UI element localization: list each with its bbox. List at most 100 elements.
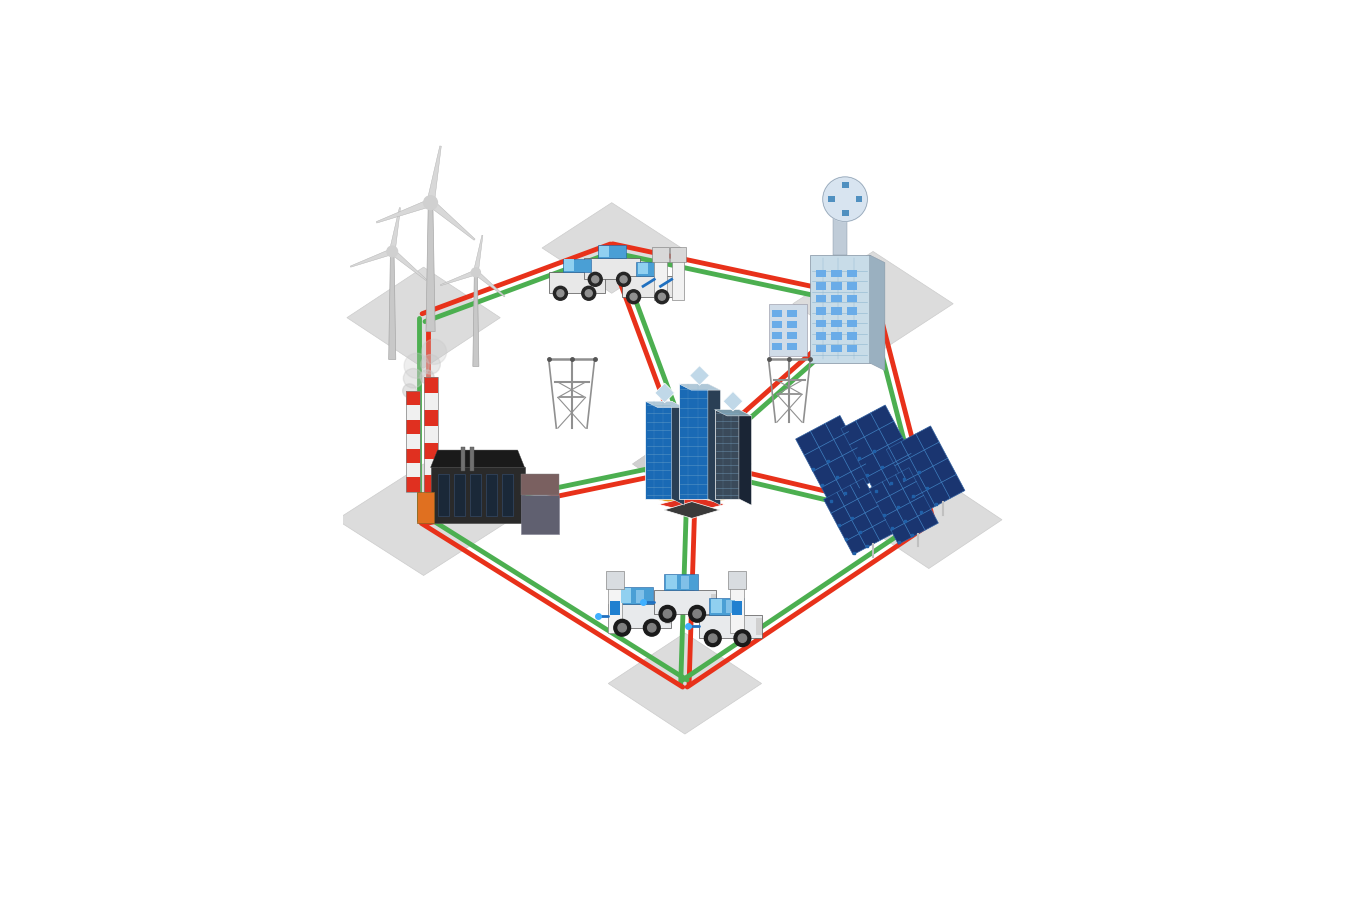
Bar bbox=[406, 405, 420, 420]
Polygon shape bbox=[474, 235, 483, 272]
Bar bbox=[470, 474, 481, 516]
Bar bbox=[846, 282, 857, 290]
Circle shape bbox=[402, 384, 417, 398]
Polygon shape bbox=[390, 249, 427, 281]
Bar bbox=[666, 607, 671, 624]
Bar bbox=[424, 475, 437, 492]
Circle shape bbox=[659, 293, 666, 300]
Bar bbox=[815, 295, 826, 302]
Bar bbox=[709, 598, 744, 614]
Bar bbox=[549, 272, 605, 293]
Bar bbox=[732, 601, 742, 615]
Bar bbox=[621, 588, 632, 603]
Circle shape bbox=[705, 630, 721, 646]
Bar bbox=[563, 259, 591, 272]
Polygon shape bbox=[633, 424, 751, 504]
Polygon shape bbox=[543, 203, 682, 293]
Circle shape bbox=[648, 624, 656, 632]
Bar bbox=[815, 282, 826, 290]
Polygon shape bbox=[427, 146, 441, 204]
Bar bbox=[832, 345, 841, 353]
Bar bbox=[832, 295, 841, 302]
Bar bbox=[470, 446, 474, 471]
Polygon shape bbox=[714, 410, 752, 416]
Bar bbox=[815, 270, 826, 277]
Bar bbox=[670, 246, 686, 262]
Polygon shape bbox=[672, 401, 684, 505]
Bar bbox=[417, 492, 435, 523]
Bar bbox=[406, 391, 420, 405]
Polygon shape bbox=[472, 272, 479, 367]
Bar bbox=[521, 495, 559, 534]
Circle shape bbox=[589, 272, 602, 286]
Bar bbox=[424, 426, 437, 443]
Bar bbox=[714, 410, 738, 499]
Polygon shape bbox=[350, 249, 393, 267]
Circle shape bbox=[558, 290, 564, 297]
Bar bbox=[772, 343, 782, 350]
Bar bbox=[832, 270, 841, 277]
Polygon shape bbox=[474, 271, 505, 297]
Bar bbox=[787, 310, 796, 317]
Polygon shape bbox=[886, 426, 965, 514]
Bar bbox=[406, 420, 420, 434]
Bar bbox=[680, 576, 690, 589]
Bar bbox=[810, 255, 869, 363]
Polygon shape bbox=[659, 496, 725, 513]
Circle shape bbox=[582, 286, 595, 300]
Bar bbox=[502, 474, 513, 516]
Bar bbox=[846, 332, 857, 340]
Polygon shape bbox=[690, 366, 709, 386]
Bar bbox=[636, 262, 664, 276]
Bar bbox=[832, 332, 841, 340]
Polygon shape bbox=[633, 424, 751, 504]
Polygon shape bbox=[347, 267, 501, 368]
Bar bbox=[636, 590, 644, 603]
Bar bbox=[637, 263, 648, 274]
Circle shape bbox=[620, 276, 626, 283]
Bar bbox=[664, 574, 698, 590]
Bar bbox=[609, 604, 671, 628]
Bar bbox=[856, 196, 863, 202]
Bar bbox=[772, 332, 782, 339]
Circle shape bbox=[822, 176, 867, 222]
Bar bbox=[564, 260, 574, 271]
Bar bbox=[666, 575, 676, 589]
Bar bbox=[710, 594, 717, 610]
Polygon shape bbox=[869, 255, 884, 371]
Polygon shape bbox=[440, 270, 477, 286]
Bar bbox=[583, 259, 640, 280]
Bar bbox=[679, 384, 707, 499]
Bar bbox=[846, 345, 857, 353]
Circle shape bbox=[404, 368, 423, 388]
Bar bbox=[431, 468, 525, 523]
Bar bbox=[815, 332, 826, 340]
Polygon shape bbox=[428, 200, 475, 240]
Bar bbox=[772, 310, 782, 317]
Circle shape bbox=[404, 353, 429, 378]
Bar bbox=[406, 478, 420, 492]
Circle shape bbox=[663, 610, 672, 618]
Polygon shape bbox=[389, 252, 396, 359]
Bar bbox=[846, 307, 857, 315]
Bar bbox=[454, 474, 464, 516]
Bar bbox=[406, 449, 420, 463]
Bar bbox=[756, 618, 761, 634]
Bar bbox=[841, 183, 849, 188]
Bar bbox=[406, 391, 420, 492]
Bar bbox=[424, 394, 437, 410]
Bar bbox=[672, 255, 684, 300]
Bar bbox=[841, 210, 849, 216]
Bar bbox=[815, 307, 826, 315]
Bar bbox=[424, 459, 437, 475]
Bar bbox=[521, 474, 559, 495]
Bar bbox=[653, 590, 717, 614]
Circle shape bbox=[693, 610, 701, 618]
Polygon shape bbox=[336, 464, 510, 576]
Bar bbox=[618, 587, 653, 604]
Bar bbox=[406, 434, 420, 449]
Circle shape bbox=[586, 290, 593, 297]
Bar bbox=[424, 443, 437, 459]
Circle shape bbox=[424, 195, 437, 210]
Bar bbox=[424, 376, 437, 394]
